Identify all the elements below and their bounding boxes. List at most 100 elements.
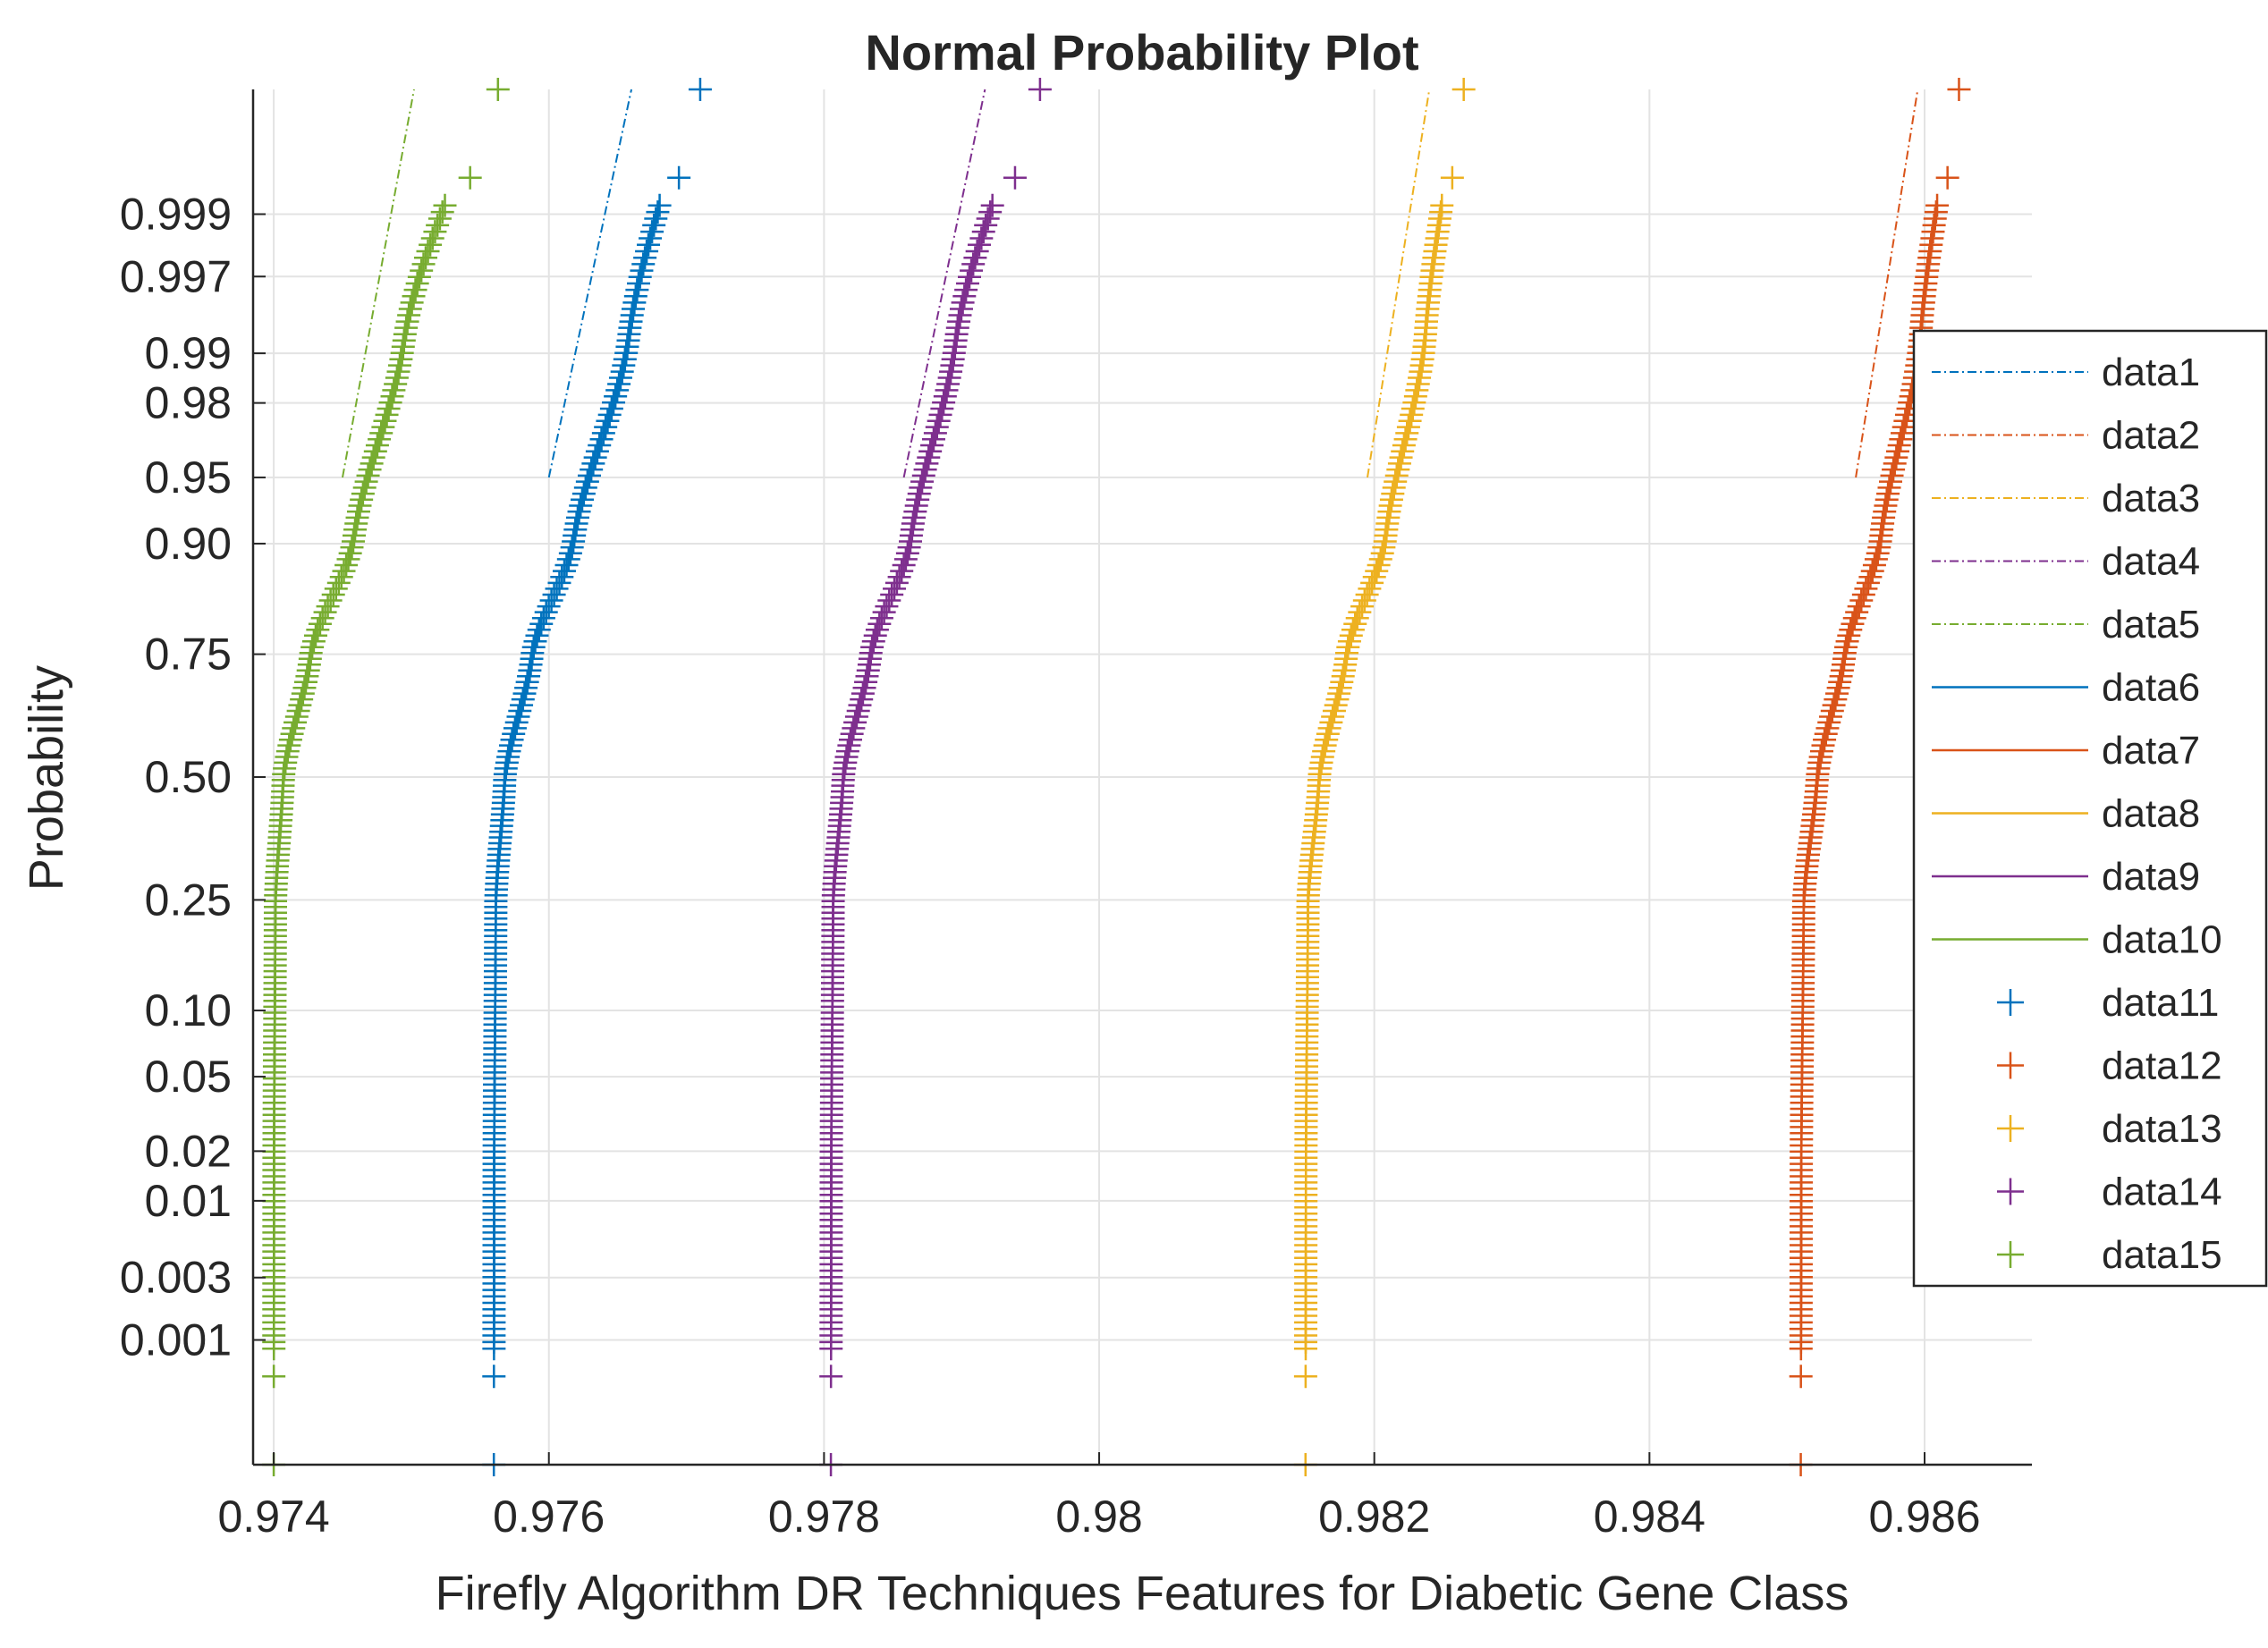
data-point [647, 193, 672, 217]
data-point [855, 664, 879, 689]
data-point [880, 582, 904, 606]
data-point [978, 200, 1003, 224]
legend-item-data10: data10 [1932, 918, 2222, 962]
data-point [640, 220, 664, 244]
data-point [427, 207, 452, 231]
data-point [1819, 705, 1843, 729]
legend-marker [1997, 1052, 2024, 1079]
data-point [846, 699, 870, 723]
data-point [344, 511, 368, 536]
data-point [405, 271, 429, 295]
data-point [859, 641, 883, 665]
data-point [860, 635, 884, 659]
data-point [1337, 630, 1361, 654]
data-point [558, 541, 582, 565]
data-point [336, 547, 360, 571]
data-point [604, 385, 628, 409]
data-point [1880, 463, 1904, 487]
data-point [525, 623, 549, 647]
data-point [1328, 676, 1352, 700]
data-point [608, 366, 632, 390]
legend-label: data9 [2102, 855, 2200, 899]
data-point [550, 565, 574, 589]
data-point [1330, 670, 1354, 694]
data-point [1935, 165, 1959, 190]
data-point [523, 630, 547, 654]
data-point [1322, 699, 1346, 723]
data-point [893, 547, 918, 571]
data-point [1884, 445, 1908, 469]
data-point [1891, 415, 1916, 439]
data-point [351, 482, 375, 506]
data-point [895, 541, 919, 565]
data-point [496, 745, 520, 769]
data-point [923, 421, 947, 445]
data-point [517, 664, 541, 689]
data-point [1406, 372, 1430, 396]
legend-item-data2: data2 [1932, 414, 2200, 458]
data-point [280, 722, 304, 746]
legend-label: data5 [2102, 603, 2200, 647]
data-point [1315, 728, 1339, 752]
x-tick-label: 0.98 [1055, 1492, 1142, 1542]
data-point [1324, 693, 1348, 717]
data-point [947, 309, 971, 334]
data-point [1825, 681, 1849, 706]
data-point [939, 359, 963, 384]
data-point [382, 378, 406, 402]
data-point [554, 554, 579, 578]
data-point [852, 676, 876, 700]
data-point [925, 415, 949, 439]
data-point [282, 716, 306, 740]
data-point [1430, 193, 1454, 217]
y-tick-label: 0.25 [145, 875, 232, 925]
data-point [951, 291, 975, 315]
data-point [1352, 588, 1376, 613]
data-point [326, 570, 351, 595]
data-point [308, 612, 332, 636]
data-point [1864, 547, 1888, 571]
data-point [1408, 366, 1432, 390]
data-point [976, 207, 1000, 231]
data-point [620, 303, 644, 327]
data-point [295, 664, 319, 689]
data-point [1367, 554, 1391, 578]
data-point [834, 745, 859, 769]
data-point [1877, 476, 1901, 500]
data-point [850, 681, 875, 706]
reference-line-data11 [547, 89, 633, 478]
data-point [1316, 722, 1340, 746]
data-point [892, 554, 916, 578]
data-point [384, 372, 408, 396]
y-tick-label: 0.999 [120, 189, 232, 239]
data-point [622, 291, 647, 315]
data-point [286, 699, 310, 723]
data-point [1826, 676, 1850, 700]
data-point [482, 1365, 506, 1389]
data-point [583, 445, 607, 469]
legend-item-data9: data9 [1932, 855, 2200, 899]
data-point [458, 165, 482, 190]
data-point [1327, 681, 1351, 706]
data-point [890, 559, 914, 583]
data-point [897, 536, 921, 560]
data-point [338, 541, 362, 565]
data-point [340, 536, 364, 560]
data-point [1947, 78, 1971, 101]
data-point [324, 577, 348, 601]
data-point [1820, 699, 1844, 723]
data-point [1368, 547, 1392, 571]
data-point [1370, 541, 1394, 565]
data-point [630, 258, 654, 283]
data-point [1841, 612, 1865, 636]
data-point [967, 232, 991, 257]
data-point [573, 476, 597, 500]
data-point [1811, 733, 1835, 757]
reference-line-data13 [1367, 89, 1431, 478]
data-point [842, 716, 866, 740]
data-point [589, 427, 614, 452]
legend-item-data15: data15 [1997, 1233, 2222, 1277]
data-point [262, 1365, 286, 1389]
data-point [356, 463, 380, 487]
legend-label: data4 [2102, 540, 2200, 584]
